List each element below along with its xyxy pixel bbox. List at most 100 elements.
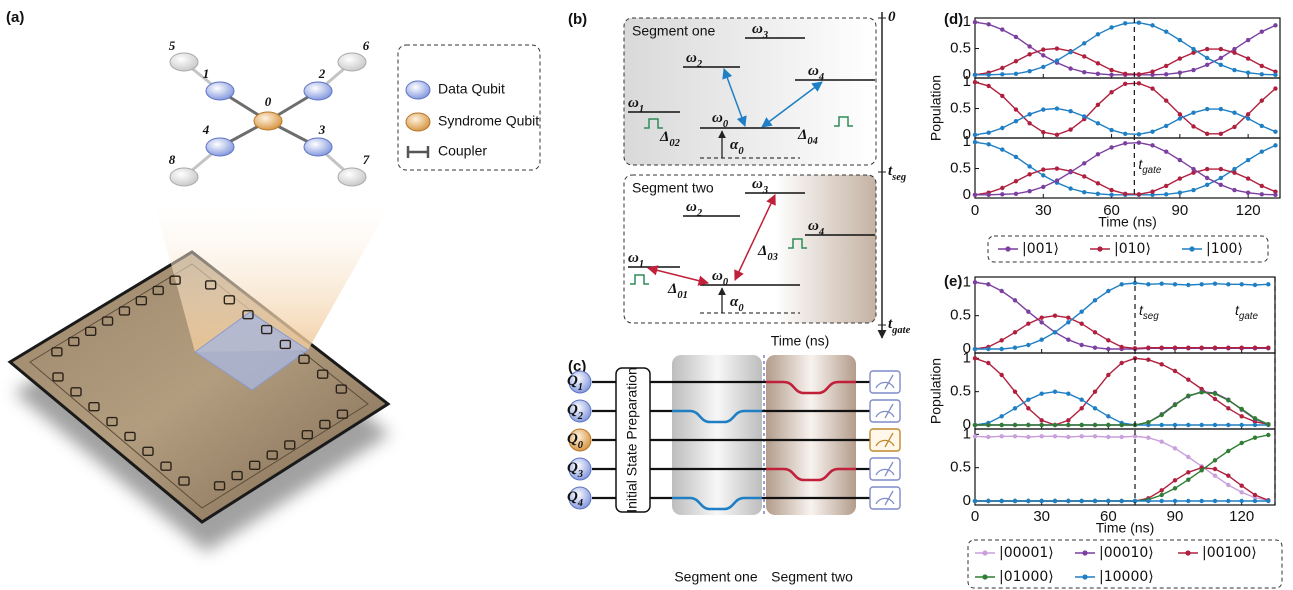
data-point (973, 434, 977, 438)
data-point (1173, 499, 1177, 503)
data-point (1066, 418, 1070, 422)
legend-label: |00010⟩ (1099, 545, 1154, 561)
data-point (1199, 390, 1203, 394)
data-point (1013, 423, 1017, 427)
qubit-label-subscript: 1 (578, 382, 583, 393)
data-point (1219, 107, 1223, 111)
data-point (1173, 446, 1177, 450)
qubit-number: 4 (202, 122, 210, 137)
legend-label: |010⟩ (1114, 241, 1151, 257)
data-point (1096, 72, 1100, 76)
data-point (1205, 56, 1209, 60)
data-point (1213, 391, 1217, 395)
legend-label: |100⟩ (1206, 241, 1243, 257)
data-point (1159, 413, 1163, 417)
time-tick-label: tgate (888, 316, 911, 335)
data-point (1232, 111, 1236, 115)
data-point (1096, 32, 1100, 36)
data-point (1053, 434, 1057, 438)
data-point (1106, 499, 1110, 503)
y-tick-label: 0 (963, 492, 971, 509)
anharmonicity-label-subscript: 0 (738, 146, 744, 157)
data-point (1055, 133, 1059, 137)
data-point (1213, 423, 1217, 427)
data-point (1253, 435, 1257, 439)
data-point (999, 499, 1003, 503)
qubit-label-subscript: 3 (577, 469, 583, 480)
data-point (1041, 173, 1045, 177)
series-line (975, 82, 1275, 135)
data-point (1026, 321, 1030, 325)
data-point (1199, 468, 1203, 472)
annotation: tseg (1139, 302, 1159, 322)
data-point (986, 499, 990, 503)
data-point (986, 423, 990, 427)
qubit-label-symbol: Q (567, 460, 578, 476)
data-point (1039, 499, 1043, 503)
data-point (973, 193, 977, 197)
data-point (1191, 111, 1195, 115)
anharmonicity-label-subscript: 0 (738, 303, 744, 314)
legend-label: Coupler (438, 143, 487, 159)
legend-label: |01000⟩ (999, 569, 1054, 585)
legend-swatch (982, 574, 987, 579)
data-point (1013, 345, 1017, 349)
data-point (1093, 389, 1097, 393)
data-point (973, 80, 977, 84)
data-point (1026, 343, 1030, 347)
data-point (1191, 167, 1195, 171)
data-point (1027, 164, 1031, 168)
coupling-label-symbol: Δ (659, 129, 669, 145)
data-point (1096, 181, 1100, 185)
segment-title: Segment two (632, 180, 714, 196)
data-point (1199, 499, 1203, 503)
data-point (1039, 320, 1043, 324)
data-point (1079, 309, 1083, 313)
qubit-number: 8 (169, 152, 176, 167)
coupling-label-symbol: Δ (797, 127, 807, 143)
data-point (1066, 423, 1070, 427)
data-point (1178, 56, 1182, 60)
data-point (1253, 499, 1257, 503)
qubit-label-symbol: Q (567, 373, 578, 389)
data-point (1109, 128, 1113, 132)
data-point (1239, 441, 1243, 445)
data-point (1000, 72, 1004, 76)
x-tick-label: 120 (1229, 508, 1254, 525)
data-point (1219, 176, 1223, 180)
data-point (1079, 423, 1083, 427)
data-point (1123, 21, 1127, 25)
data-point (1068, 66, 1072, 70)
legend-swatch (1097, 246, 1102, 251)
y-tick-label: 1 (963, 425, 971, 442)
data-point (1137, 21, 1141, 25)
x-axis-label: Time (ns) (1096, 520, 1155, 536)
time-tick-label-subscript: gate (891, 325, 910, 336)
legend-swatch (1005, 246, 1010, 251)
data-point (1123, 82, 1127, 86)
coupling-label-symbol: Δ (757, 243, 767, 259)
data-point (1013, 298, 1017, 302)
data-point (1123, 72, 1127, 76)
legend-label: |00001⟩ (999, 545, 1054, 561)
data-point (1191, 188, 1195, 192)
panel-label: (a) (6, 9, 24, 26)
data-point (1066, 391, 1070, 395)
x-tick-label: 30 (1035, 202, 1052, 219)
data-point (1013, 389, 1017, 393)
x-tick-label: 120 (1236, 202, 1261, 219)
data-point (1119, 345, 1123, 349)
data-qubit (170, 168, 198, 186)
data-point (1053, 330, 1057, 334)
data-point (1246, 191, 1250, 195)
data-point (1186, 393, 1190, 397)
legend-icon (408, 146, 428, 158)
data-point (1096, 103, 1100, 107)
data-point (1199, 423, 1203, 427)
data-point (1013, 499, 1017, 503)
data-point (1041, 167, 1045, 171)
level-label-symbol: ω (752, 176, 763, 192)
data-point (1178, 71, 1182, 75)
data-point (1068, 170, 1072, 174)
data-point (1119, 361, 1123, 365)
